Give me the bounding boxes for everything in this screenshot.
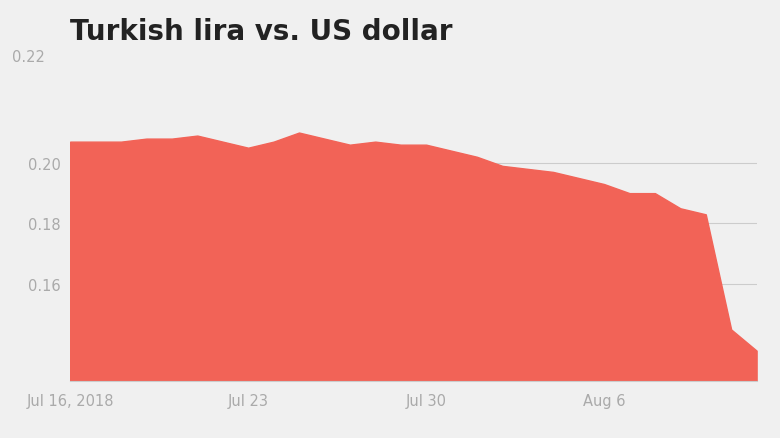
Text: 0.22: 0.22	[12, 50, 44, 65]
Text: Turkish lira vs. US dollar: Turkish lira vs. US dollar	[70, 18, 452, 46]
